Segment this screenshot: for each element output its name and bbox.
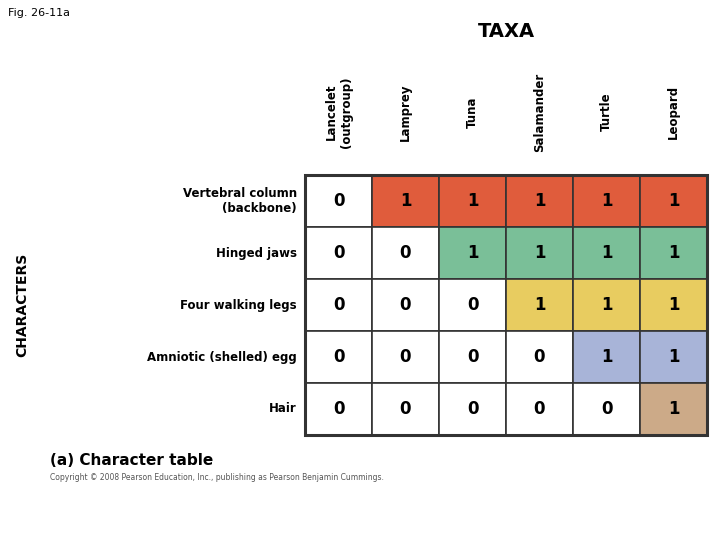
Text: 1: 1 <box>667 244 679 262</box>
Text: 0: 0 <box>534 400 545 418</box>
Text: 0: 0 <box>333 296 344 314</box>
Text: Turtle: Turtle <box>600 93 613 131</box>
Bar <box>506 383 573 435</box>
Bar <box>305 279 372 331</box>
Text: 1: 1 <box>467 192 478 210</box>
Text: Tuna: Tuna <box>466 96 479 128</box>
Text: 1: 1 <box>667 192 679 210</box>
Bar <box>305 175 707 435</box>
Bar <box>640 279 707 331</box>
Text: 0: 0 <box>467 400 478 418</box>
Text: 0: 0 <box>333 348 344 366</box>
Bar <box>305 227 372 279</box>
Text: Hinged jaws: Hinged jaws <box>216 246 297 260</box>
Text: 0: 0 <box>600 400 612 418</box>
Text: 0: 0 <box>534 348 545 366</box>
Bar <box>506 227 573 279</box>
Text: Fig. 26-11a: Fig. 26-11a <box>8 8 70 18</box>
Text: 0: 0 <box>333 400 344 418</box>
Text: Vertebral column
(backbone): Vertebral column (backbone) <box>183 187 297 215</box>
Bar <box>439 279 506 331</box>
Bar <box>640 383 707 435</box>
Text: 1: 1 <box>667 296 679 314</box>
Text: 1: 1 <box>667 400 679 418</box>
Text: 1: 1 <box>600 296 612 314</box>
Text: Copyright © 2008 Pearson Education, Inc., publishing as Pearson Benjamin Cumming: Copyright © 2008 Pearson Education, Inc.… <box>50 473 384 482</box>
Text: (a) Character table: (a) Character table <box>50 453 213 468</box>
Text: Amniotic (shelled) egg: Amniotic (shelled) egg <box>148 350 297 363</box>
Bar <box>305 331 372 383</box>
Bar <box>439 331 506 383</box>
Bar <box>305 383 372 435</box>
Text: Hair: Hair <box>269 402 297 415</box>
Bar <box>372 331 439 383</box>
Bar <box>372 279 439 331</box>
Bar <box>372 227 439 279</box>
Text: 0: 0 <box>400 244 411 262</box>
Text: 1: 1 <box>600 192 612 210</box>
Bar <box>573 331 640 383</box>
Text: Lamprey: Lamprey <box>399 83 412 141</box>
Bar <box>573 383 640 435</box>
Bar <box>506 175 573 227</box>
Bar <box>506 279 573 331</box>
Bar <box>439 175 506 227</box>
Text: 1: 1 <box>534 296 545 314</box>
Text: 1: 1 <box>667 348 679 366</box>
Bar <box>372 383 439 435</box>
Text: Salamander: Salamander <box>533 72 546 152</box>
Text: 0: 0 <box>400 296 411 314</box>
Bar <box>439 383 506 435</box>
Bar <box>439 227 506 279</box>
Text: 0: 0 <box>467 296 478 314</box>
Bar <box>372 175 439 227</box>
Text: 0: 0 <box>333 244 344 262</box>
Text: 0: 0 <box>467 348 478 366</box>
Bar <box>640 227 707 279</box>
Text: 1: 1 <box>534 192 545 210</box>
Text: Leopard: Leopard <box>667 85 680 139</box>
Text: TAXA: TAXA <box>477 22 534 41</box>
Text: 1: 1 <box>400 192 411 210</box>
Text: Lancelet
(outgroup): Lancelet (outgroup) <box>325 76 353 148</box>
Bar <box>305 175 372 227</box>
Bar <box>573 227 640 279</box>
Text: 1: 1 <box>467 244 478 262</box>
Text: 1: 1 <box>534 244 545 262</box>
Text: 1: 1 <box>600 244 612 262</box>
Bar <box>640 331 707 383</box>
Bar <box>506 331 573 383</box>
Text: 0: 0 <box>400 400 411 418</box>
Text: 0: 0 <box>333 192 344 210</box>
Text: Four walking legs: Four walking legs <box>181 299 297 312</box>
Text: 1: 1 <box>600 348 612 366</box>
Bar <box>573 175 640 227</box>
Text: 0: 0 <box>400 348 411 366</box>
Text: CHARACTERS: CHARACTERS <box>15 253 29 357</box>
Bar <box>640 175 707 227</box>
Bar <box>573 279 640 331</box>
